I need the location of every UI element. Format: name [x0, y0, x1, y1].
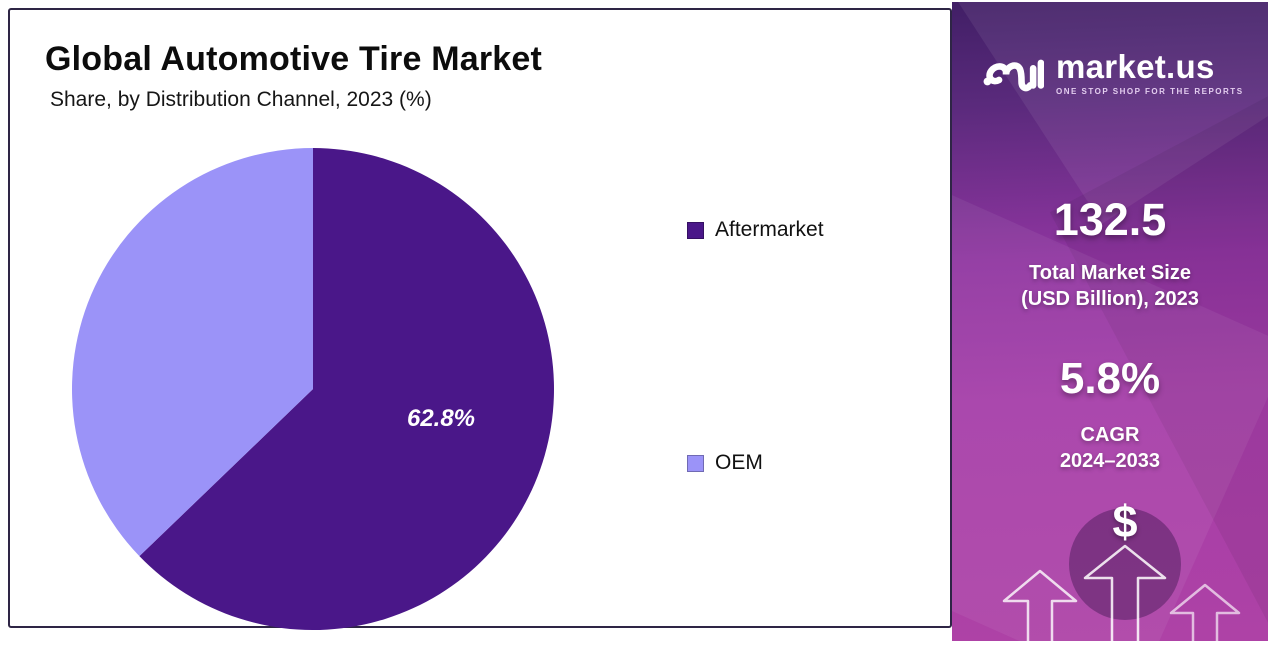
- chart-legend: Aftermarket OEM: [687, 10, 927, 626]
- legend-swatch-oem: [687, 454, 704, 472]
- total-market-size-value: 132.5: [1053, 194, 1167, 245]
- decorative-diagonal-shape: [952, 2, 1268, 224]
- up-arrow-icon: [1002, 569, 1078, 641]
- pie-slice-oem: [72, 148, 313, 557]
- cagr-label-line2: 2024–2033: [1059, 450, 1161, 472]
- legend-item-oem: OEM: [687, 451, 763, 475]
- pie-chart: 62.8%: [71, 147, 555, 631]
- pie-slice-data-label: 62.8%: [406, 405, 476, 432]
- pie-slice-aftermarket: [139, 148, 554, 630]
- dollar-sign-glyph: $: [1112, 496, 1138, 547]
- legend-label-aftermarket: Aftermarket: [715, 218, 824, 241]
- chart-card: Global Automotive Tire Market Share, by …: [8, 8, 952, 631]
- pie-chart-svg: [72, 148, 554, 630]
- promo-panel: market.us ONE STOP SHOP FOR THE REPORTS …: [952, 2, 1268, 641]
- legend-item-aftermarket: Aftermarket: [687, 218, 824, 242]
- brand-name: market.us: [1056, 48, 1215, 85]
- brand-tagline: ONE STOP SHOP FOR THE REPORTS: [1056, 87, 1244, 96]
- page-subtitle: Share, by Distribution Channel, 2023 (%): [50, 88, 432, 111]
- legend-label-oem: OEM: [715, 451, 763, 474]
- total-market-size-label-line1: Total Market Size: [1029, 262, 1191, 284]
- market-us-logo-icon: [983, 59, 1044, 92]
- brand-logo: market.us ONE STOP SHOP FOR THE REPORTS: [982, 48, 1242, 98]
- cagr-value: 5.8%: [1059, 354, 1161, 403]
- legend-swatch-aftermarket: [687, 221, 704, 239]
- total-market-size-label-line2: (USD Billion), 2023: [1021, 288, 1199, 310]
- cagr-label: CAGR 2024–2033: [952, 422, 1268, 474]
- page-title: Global Automotive Tire Market: [45, 40, 543, 78]
- up-arrow-icon: [1169, 583, 1241, 641]
- cagr-label-line1: CAGR: [1080, 424, 1140, 446]
- total-market-size-label: Total Market Size (USD Billion), 2023: [952, 260, 1268, 312]
- growth-arrows-graphic: [1002, 544, 1241, 641]
- up-arrow-icon: [1083, 544, 1167, 641]
- brand-text: market.us ONE STOP SHOP FOR THE REPORTS: [1056, 50, 1244, 96]
